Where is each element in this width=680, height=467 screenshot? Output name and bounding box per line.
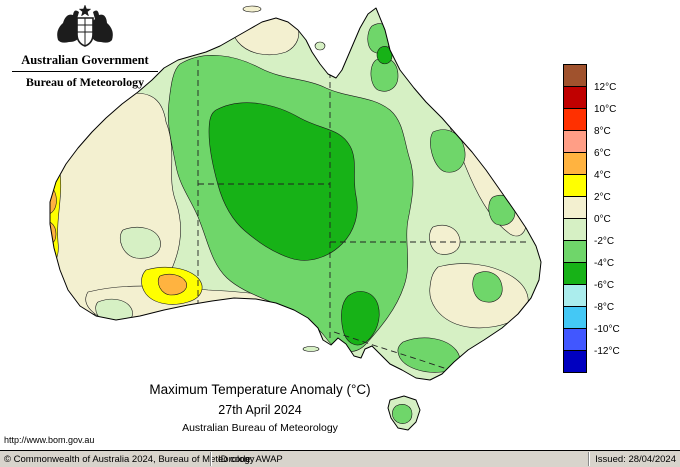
australia-map-svg <box>49 5 542 431</box>
region-midgreen-tasmania <box>392 404 413 424</box>
legend-label: -12°C <box>594 346 620 357</box>
region-midgreen-capeyork-2 <box>370 57 399 92</box>
legend-cell: -6°C <box>563 262 614 291</box>
legend-cells: 12°C 10°C 8°C 6°C 4°C 2°C 0°C -2°C -4°C -6°C -8°C -… <box>563 64 620 373</box>
legend-cell: 12°C <box>563 64 616 93</box>
region-deepgreen-core <box>208 102 358 261</box>
legend-cell: 4°C <box>563 152 611 181</box>
legend: 12°C 10°C 8°C 6°C 4°C 2°C 0°C -2°C -4°C -6°C -8°C -… <box>563 64 620 373</box>
legend-cell: -2°C <box>563 218 614 247</box>
region-midgreen-nsw-east <box>472 271 503 303</box>
coat-of-arms-icon <box>57 4 113 47</box>
footer-issued: Issued: 28/04/2024 <box>595 454 676 465</box>
header-divider <box>12 71 158 72</box>
region-palegreen-wa-1 <box>119 227 161 259</box>
bom-url: http://www.bom.gov.au <box>4 435 95 445</box>
legend-cell: -4°C <box>563 240 614 269</box>
map-org: Australian Bureau of Meteorology <box>182 422 338 434</box>
legend-cell <box>563 350 587 373</box>
legend-label: 10°C <box>594 104 617 115</box>
legend-label: -2°C <box>594 236 615 247</box>
captions: Maximum Temperature Anomaly (°C) 27th Ap… <box>40 382 480 434</box>
bureau-title: Bureau of Meteorology <box>25 75 145 89</box>
region-orange-sw <box>157 273 187 296</box>
islands <box>242 5 326 352</box>
government-title: Australian Government <box>21 53 149 67</box>
footer-separator <box>588 452 590 466</box>
header: Australian Government Bureau of Meteorol… <box>10 4 160 90</box>
legend-label: 8°C <box>594 126 611 137</box>
footer-id-code: ID code: AWAP <box>218 454 283 465</box>
footer-separator <box>210 452 212 466</box>
legend-label: 12°C <box>594 82 617 93</box>
legend-cell: 2°C <box>563 174 611 203</box>
region-deepgreen-south <box>341 291 380 346</box>
tasmania-outline <box>387 395 421 431</box>
map-date: 27th April 2024 <box>218 403 302 417</box>
legend-cell: 6°C <box>563 130 611 159</box>
legend-label: -4°C <box>594 258 615 269</box>
legend-label: -10°C <box>594 324 620 335</box>
map-title: Maximum Temperature Anomaly (°C) <box>149 382 371 397</box>
legend-cell: 8°C <box>563 108 611 137</box>
legend-label: -6°C <box>594 280 615 291</box>
region-deepgreen-capeyork <box>376 46 393 65</box>
footer-bar: © Commonwealth of Australia 2024, Bureau… <box>0 450 680 467</box>
region-yellow-pilbara <box>53 92 79 117</box>
region-midgreen-vic <box>397 337 460 373</box>
legend-cell: 0°C <box>563 196 611 225</box>
anomaly-map <box>28 2 563 447</box>
mainland-outline <box>49 7 542 381</box>
legend-label: 6°C <box>594 148 611 159</box>
region-yellow-kimberley-coast <box>141 8 162 25</box>
region-midgreen-qld-coast <box>488 194 516 226</box>
legend-label: 0°C <box>594 214 611 225</box>
legend-cell: -10°C <box>563 306 620 335</box>
legend-cell: 10°C <box>563 86 616 115</box>
legend-label: 2°C <box>594 192 611 203</box>
region-yellow-west-coast <box>50 149 62 266</box>
footer-copyright: © Commonwealth of Australia 2024, Bureau… <box>4 454 255 465</box>
region-orange-sharkbay-1 <box>50 184 57 215</box>
region-midgreen-qld-east <box>430 129 466 173</box>
state-borders <box>197 60 530 373</box>
legend-cell: -8°C <box>563 284 614 313</box>
legend-label: -8°C <box>594 302 615 313</box>
legend-cell: -12°C <box>563 328 620 357</box>
legend-label: 4°C <box>594 170 611 181</box>
